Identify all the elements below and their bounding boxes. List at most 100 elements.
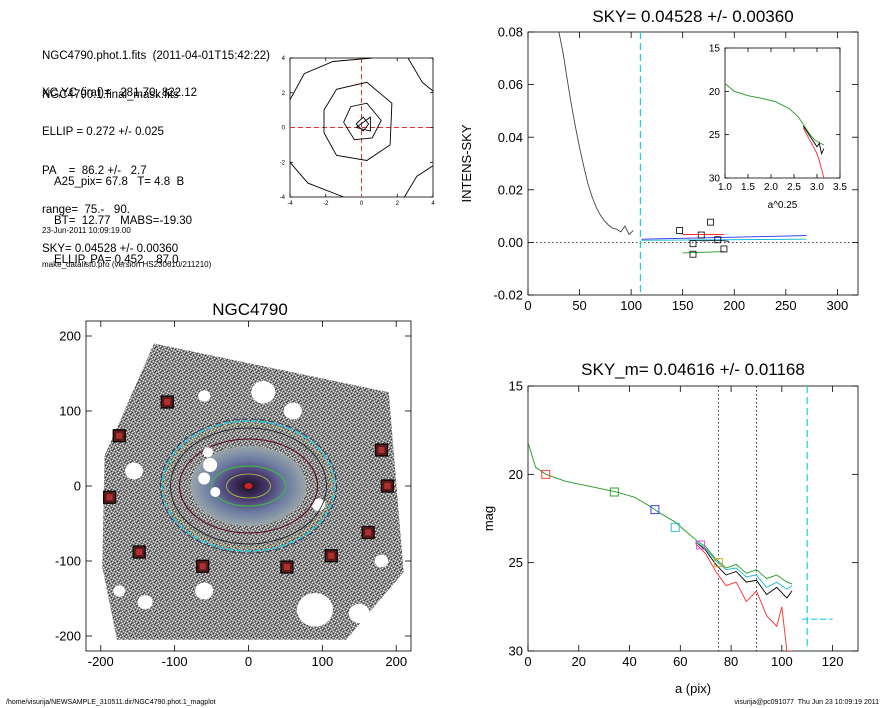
plot-frame	[527, 385, 859, 652]
y-tick-label: 2	[282, 91, 286, 97]
masked-star	[198, 472, 211, 485]
sky-box-inner	[136, 549, 143, 555]
profile-box-marker	[696, 540, 706, 550]
info-line: ELLIP = 0.272 +/- 0.025	[42, 126, 164, 138]
isophote-green	[211, 465, 286, 507]
contour-line	[404, 165, 434, 198]
inset-background	[725, 48, 840, 178]
contour-line	[343, 102, 382, 141]
y-tick-label: 4	[282, 56, 286, 62]
y-tick-label: 0	[282, 126, 286, 132]
y-tick-label: 30	[709, 174, 721, 185]
sky-profile-ylabel: INTENS-SKY	[459, 124, 474, 202]
masked-star	[296, 592, 333, 627]
masked-star	[203, 458, 218, 472]
galaxy-image-plot: NGC4790 -200 -100 0 100 200 -200 -100 0 100 200	[55, 300, 412, 669]
y-tick-label: 20	[509, 467, 523, 482]
masked-star	[251, 381, 276, 404]
x-tick-label: 3.5	[833, 182, 847, 193]
contour-line	[289, 57, 373, 100]
y-tick-label: 25	[509, 555, 523, 570]
sky-inset-plot: 1.0 1.5 2.0 2.5 3.0 3.5 15 20 25 30 a^0.25	[709, 44, 848, 212]
series-line	[682, 251, 724, 254]
y-tick-label: 0	[74, 479, 81, 494]
profile-box-marker	[609, 487, 619, 497]
profile-box-marker	[650, 505, 660, 515]
x-tick-label: 0	[524, 298, 531, 313]
masked-star	[374, 554, 389, 568]
sky-box-inner	[164, 399, 171, 405]
center-contour-plot: -4 -2 0 2 4 -4 -2 0 2 4	[280, 56, 436, 207]
masked-star	[283, 402, 302, 420]
masked-star	[348, 603, 370, 624]
x-tick-label: 0	[245, 654, 252, 669]
profile-box-marker	[713, 558, 723, 568]
sky-box-inner	[384, 483, 391, 489]
y-tick-label: 0.04	[498, 130, 523, 145]
x-tick-label: 100	[312, 654, 334, 669]
y-tick-label: -0.02	[493, 288, 523, 303]
y-tick-label: -100	[55, 554, 81, 569]
galaxy-title: NGC4790	[212, 300, 288, 319]
mag-profile-ylabel: mag	[481, 506, 496, 531]
x-tick-label: 4	[431, 201, 435, 207]
x-tick-label: 1.0	[718, 182, 732, 193]
x-tick-label: 0	[360, 201, 364, 207]
series-line	[802, 127, 825, 179]
x-tick-label: 150	[672, 298, 694, 313]
x-tick-label: 200	[385, 654, 407, 669]
series-line	[528, 442, 793, 585]
sky-box-inner	[328, 552, 335, 559]
series-line	[641, 238, 807, 241]
inset-xlabel: a^0.25	[768, 200, 798, 211]
info-line: ELLIP, PA= 0.452 87.0	[54, 254, 179, 266]
sky-profile-title: SKY= 0.04528 +/- 0.00360	[592, 7, 793, 26]
info-line: XC,YC (iraf)= 281.70, 822.12	[42, 87, 198, 99]
series-line	[695, 542, 792, 651]
sky-box-inner	[106, 494, 113, 501]
footer-user: visurija@pc091077 Thu Jun 23 10:09:19 20…	[734, 699, 879, 706]
galaxy-nucleus	[244, 483, 253, 489]
isophote	[179, 438, 318, 534]
y-tick-label: 30	[509, 644, 523, 659]
ellipse-axis-mark	[355, 116, 371, 132]
x-tick-label: 250	[775, 298, 797, 313]
y-tick-label: -200	[55, 629, 81, 644]
sky-box-inner	[283, 564, 290, 570]
x-tick-label: 60	[673, 654, 687, 669]
isophote-inner	[226, 473, 271, 499]
masked-star	[137, 595, 153, 610]
info-block-geometry: XC,YC (iraf)= 281.70, 822.12 ELLIP = 0.2…	[42, 61, 197, 269]
x-tick-label: 200	[723, 298, 745, 313]
info-line: BT= 12.77 MABS=-19.30	[54, 215, 193, 227]
x-tick-label: 100	[620, 298, 642, 313]
x-tick-label: 0	[524, 654, 531, 669]
y-tick-label: 0.06	[498, 77, 523, 92]
x-tick-label: 50	[572, 298, 586, 313]
sky-box-inner	[116, 432, 123, 439]
info-line: NGC4790.phot.1.fits (2011-04-01T15:42:22…	[42, 50, 271, 62]
info-block-run: 23-Jun-2011 10:09:19.00 make_datalist0.p…	[42, 206, 211, 280]
sky-box-marker	[697, 231, 705, 239]
x-tick-label: 120	[822, 654, 844, 669]
sky-box-marker	[689, 250, 697, 258]
y-tick-label: 200	[59, 329, 81, 344]
info-line: 23-Jun-2011 10:09:19.00	[42, 226, 131, 235]
info-line: make_datalist0.pro (version HS230610/211…	[42, 260, 212, 269]
series-line	[695, 541, 793, 590]
masked-star	[195, 582, 214, 600]
x-tick-label: -100	[162, 654, 188, 669]
series-line	[695, 541, 793, 599]
info-line: range= 75.- 90.	[42, 204, 130, 216]
sky-ellipse-dark	[160, 418, 337, 554]
series-line	[802, 125, 825, 156]
x-tick-label: -4	[287, 201, 293, 207]
info-line: PA = 86.2 +/- 2.7	[42, 165, 147, 177]
info-line: SKY= 0.04528 +/- 0.00360	[42, 243, 179, 255]
footer-path: /home/visurija/NEWSAMPLE_310511.dir/NGC4…	[6, 699, 216, 706]
info-block-files: NGC4790.phot.1.fits (2011-04-01T15:42:22…	[42, 24, 270, 115]
sky-box-marker	[720, 245, 728, 253]
y-tick-label: -4	[280, 195, 286, 201]
y-tick-label: 25	[709, 130, 721, 141]
info-line: NGC4790.1.final_mask.fits	[42, 89, 179, 101]
